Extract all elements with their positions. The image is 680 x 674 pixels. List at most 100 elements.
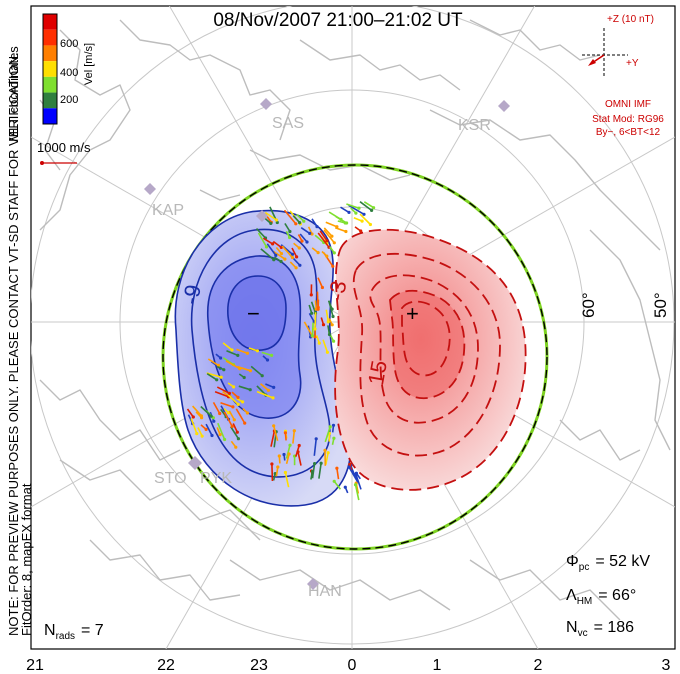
- velocity-vector-origin: [339, 217, 343, 221]
- lat-label-60: 60°: [579, 292, 598, 318]
- station-label-pyk: PYK: [200, 470, 232, 487]
- velocity-vector-origin: [236, 402, 240, 406]
- velocity-vector: [328, 211, 342, 221]
- map-title: 08/Nov/2007 21:00–21:02 UT: [213, 10, 463, 31]
- contour-label-neg9: -9: [178, 283, 206, 307]
- velocity-vector: [235, 408, 246, 424]
- velocity-vector: [296, 213, 305, 222]
- velocity-vector-origin: [236, 353, 240, 357]
- velocity-vector-origin: [332, 241, 336, 245]
- colorbar-segment: [43, 61, 57, 77]
- velocity-vector: [325, 221, 338, 228]
- velocity-vector-origin: [313, 327, 317, 331]
- velocity-vector-origin: [321, 323, 326, 327]
- colorbar-segment: [43, 76, 57, 93]
- velocity-vector-origin: [264, 245, 269, 249]
- velocity-vector: [206, 372, 222, 378]
- colorbar-segment: [43, 45, 57, 62]
- velocity-vector-origin: [236, 437, 240, 441]
- velocity-vector-origin: [354, 211, 358, 215]
- velocity-vector-origin: [272, 258, 276, 262]
- velocity-vectors: [186, 201, 376, 501]
- velocity-vector-origin: [277, 454, 281, 458]
- velocity-vector: [257, 232, 268, 248]
- velocity-vector-origin: [294, 266, 298, 270]
- velocity-vector-origin: [248, 388, 252, 392]
- velocity-vector: [308, 313, 315, 323]
- velocity-vector: [230, 426, 240, 440]
- velocity-vector: [216, 386, 230, 395]
- velocity-vector-origin: [327, 245, 331, 249]
- velocity-vector-origin: [343, 221, 347, 225]
- velocity-vector-origin: [370, 208, 374, 212]
- velocity-vector-origin: [210, 433, 214, 438]
- velocity-vector: [318, 463, 322, 479]
- velocity-vector-origin: [242, 375, 246, 380]
- positive-potential-cell: [334, 228, 527, 491]
- velocity-vector: [314, 234, 325, 244]
- velocity-vector: [346, 203, 360, 209]
- velocity-vector-origin: [326, 451, 330, 455]
- velocity-vector-origin: [265, 358, 270, 362]
- velocity-vector-origin: [331, 314, 335, 319]
- velocity-vector-origin: [332, 436, 336, 440]
- imf-plus-y: +Y: [626, 58, 639, 69]
- colorbar-segment: [43, 92, 57, 109]
- velocity-vector: [291, 247, 298, 258]
- velocity-vector-origin: [314, 437, 318, 441]
- velocity-vector-origin: [283, 431, 287, 435]
- velocity-vector-origin: [354, 472, 358, 476]
- velocity-vector: [217, 422, 226, 440]
- velocity-vector-origin: [279, 259, 283, 264]
- velocity-vector-origin: [272, 385, 276, 389]
- velocity-vector: [256, 390, 274, 399]
- velocity-vector-origin: [218, 411, 222, 416]
- velocity-vector-origin: [313, 335, 317, 339]
- velocity-vector-origin: [290, 255, 294, 260]
- velocity-vector-origin: [362, 212, 366, 216]
- station-label-sto: STO: [154, 470, 187, 487]
- velocity-vector: [283, 209, 297, 225]
- velocity-vector-origin: [255, 349, 259, 353]
- stat-phi-pc: Φpc = 52 kV: [566, 553, 650, 573]
- preview-note: NOTE: FOR PREVIEW PURPOSES ONLY. PLEASE …: [6, 52, 21, 636]
- velocity-vector: [214, 390, 229, 398]
- velocity-vector-origin: [327, 332, 332, 337]
- velocity-vector: [300, 227, 311, 235]
- velocity-vector-origin: [331, 264, 335, 268]
- stat-n-rads: Nrads = 7: [44, 622, 104, 642]
- velocity-vector-origin: [317, 341, 321, 345]
- stat-lambda-hm: ΛHM = 66°: [566, 587, 636, 607]
- velocity-vector-origin: [315, 225, 319, 229]
- velocity-vector-origin: [245, 411, 249, 415]
- colorbar-tick-600: 600: [60, 38, 78, 50]
- velocity-vector-origin: [310, 334, 315, 338]
- velocity-vector: [266, 243, 277, 256]
- velocity-vector-origin: [288, 229, 292, 234]
- velocity-vector-origin: [248, 369, 252, 373]
- velocity-vector: [271, 463, 274, 482]
- velocity-vector-origin: [335, 466, 339, 470]
- velocity-vector-origin: [276, 465, 280, 469]
- velocity-vector: [207, 358, 219, 367]
- velocity-vector-origin: [332, 479, 336, 483]
- velocity-vector-origin: [372, 206, 376, 210]
- velocity-vector: [270, 430, 276, 447]
- velocity-vector: [333, 480, 342, 490]
- velocity-vector: [212, 402, 221, 414]
- velocity-vector-origin: [332, 251, 336, 255]
- imf-condition: By−, 6<BT<12: [596, 127, 661, 138]
- velocity-scale-arrow: [40, 161, 77, 165]
- velocity-vector-origin: [347, 210, 351, 214]
- velocity-vector-origin: [348, 462, 352, 466]
- min-potential-marker: −: [247, 301, 260, 326]
- velocity-vector: [206, 373, 218, 381]
- velocity-vector-origin: [325, 239, 329, 243]
- velocity-vector-origin: [236, 395, 240, 399]
- velocity-vector: [200, 405, 212, 417]
- mlt-tick-23: 23: [250, 657, 268, 674]
- velocity-vector-origin: [309, 293, 313, 297]
- velocity-vector: [284, 472, 290, 488]
- stat-n-vc: Nvc = 186: [566, 619, 634, 639]
